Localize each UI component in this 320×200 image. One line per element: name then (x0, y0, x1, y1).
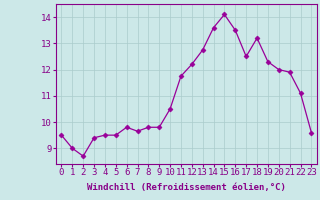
X-axis label: Windchill (Refroidissement éolien,°C): Windchill (Refroidissement éolien,°C) (87, 183, 286, 192)
